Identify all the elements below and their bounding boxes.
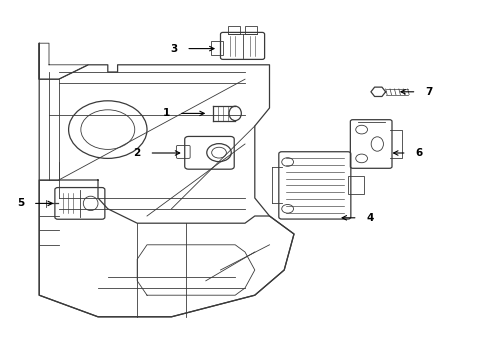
Bar [245,26,257,34]
Text: 2: 2 [134,148,141,158]
Text: 6: 6 [416,148,422,158]
Text: 7: 7 [425,87,433,97]
Text: 1: 1 [163,108,170,118]
Bar [348,176,364,194]
Bar [228,26,240,34]
Text: 3: 3 [171,44,177,54]
Text: 5: 5 [17,198,24,208]
Bar [211,41,223,55]
Text: 4: 4 [366,213,374,223]
